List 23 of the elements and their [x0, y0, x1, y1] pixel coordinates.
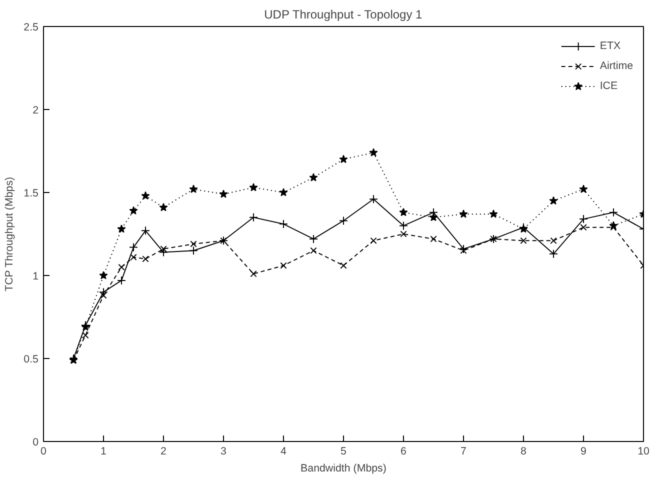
legend-label: Airtime [600, 60, 633, 72]
legend-label: ICE [600, 80, 619, 92]
y-tick-label: 2 [32, 104, 39, 116]
x-tick-label: 2 [160, 446, 167, 458]
legend-label: ETX [600, 40, 621, 52]
chart-title: UDP Throughput - Topology 1 [264, 8, 423, 22]
y-axis-title: TCP Throughput (Mbps) [4, 176, 16, 292]
x-tick-label: 6 [400, 446, 407, 458]
y-tick-label: 0 [32, 436, 39, 448]
x-tick-label: 3 [220, 446, 227, 458]
x-tick-label: 1 [100, 446, 107, 458]
y-tick-label: 1.5 [24, 188, 39, 200]
x-tick-label: 5 [340, 446, 347, 458]
x-tick-label: 4 [280, 446, 287, 458]
y-tick-label: 2.5 [24, 22, 39, 34]
x-tick-label: 7 [460, 446, 467, 458]
x-axis-title: Bandwidth (Mbps) [300, 462, 386, 474]
x-tick-label: 0 [40, 446, 47, 458]
y-tick-label: 1 [32, 270, 39, 282]
x-tick-label: 8 [520, 446, 527, 458]
x-tick-label: 10 [638, 446, 650, 458]
y-tick-label: 0.5 [24, 354, 39, 366]
x-tick-label: 9 [580, 446, 587, 458]
